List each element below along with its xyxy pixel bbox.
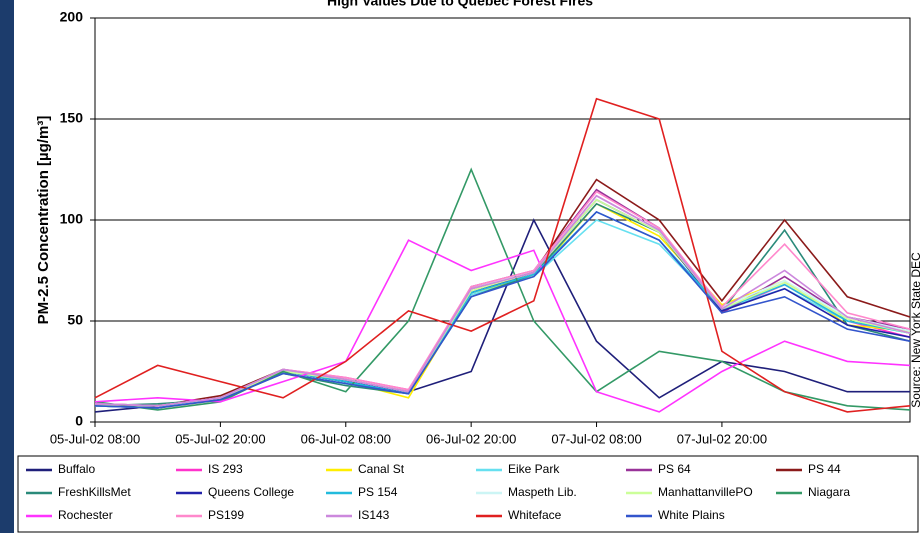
legend-label: PS 44 xyxy=(808,462,841,476)
source-note: Source: New York State DEC xyxy=(909,252,923,408)
background-strip xyxy=(0,0,14,533)
y-axis-label: PM-2.5 Concentration [µg/m³] xyxy=(35,116,52,325)
legend-label: White Plains xyxy=(658,508,725,522)
legend-label: PS199 xyxy=(208,508,244,522)
series-line xyxy=(94,97,911,413)
legend-label: Whiteface xyxy=(508,508,562,522)
legend-label: Canal St xyxy=(358,462,405,476)
legend-label: Eike Park xyxy=(508,462,560,476)
x-tick-label: 06-Jul-02 20:00 xyxy=(426,431,516,446)
legend-label: Rochester xyxy=(58,508,113,522)
y-tick-label: 50 xyxy=(67,312,83,328)
legend-label: Buffalo xyxy=(58,462,95,476)
series-line xyxy=(94,210,911,409)
legend-label: PS 64 xyxy=(658,462,691,476)
series-line xyxy=(94,239,911,413)
y-tick-label: 200 xyxy=(60,9,84,25)
legend-label: IS143 xyxy=(358,508,390,522)
legend-label: Niagara xyxy=(808,485,850,499)
legend-label: Queens College xyxy=(208,485,294,499)
series-line xyxy=(95,198,911,407)
series-line xyxy=(94,194,911,407)
series-line xyxy=(94,194,911,407)
legend-label: ManhattanvillePO xyxy=(658,485,753,499)
legend: Buffalo IS 293 Canal St Eike Park PS 64 PS 44… xyxy=(26,462,850,522)
y-tick-label: 100 xyxy=(60,211,84,227)
x-tick-label: 07-Jul-02 20:00 xyxy=(677,431,767,446)
plot-frame xyxy=(94,17,911,423)
y-tick-label: 150 xyxy=(60,110,84,126)
legend-label: PS 154 xyxy=(358,485,398,499)
legend-box xyxy=(17,455,919,533)
legend-label: FreshKillsMet xyxy=(58,485,131,499)
x-tick-label: 05-Jul-02 20:00 xyxy=(175,431,265,446)
series-line xyxy=(94,167,911,411)
series-line xyxy=(94,198,911,409)
x-tick-label: 07-Jul-02 08:00 xyxy=(551,431,641,446)
x-tick-label: 06-Jul-02 08:00 xyxy=(301,431,391,446)
legend-label: Maspeth Lib. xyxy=(508,485,577,499)
x-tick-label: 05-Jul-02 08:00 xyxy=(50,431,140,446)
series-line xyxy=(94,202,911,407)
y-tick-label: 0 xyxy=(75,413,83,429)
chart-title: High Values Due to Quebec Forest Fires xyxy=(327,0,593,9)
series-line xyxy=(94,194,911,407)
series-line xyxy=(94,210,911,409)
legend-label: IS 293 xyxy=(208,462,243,476)
